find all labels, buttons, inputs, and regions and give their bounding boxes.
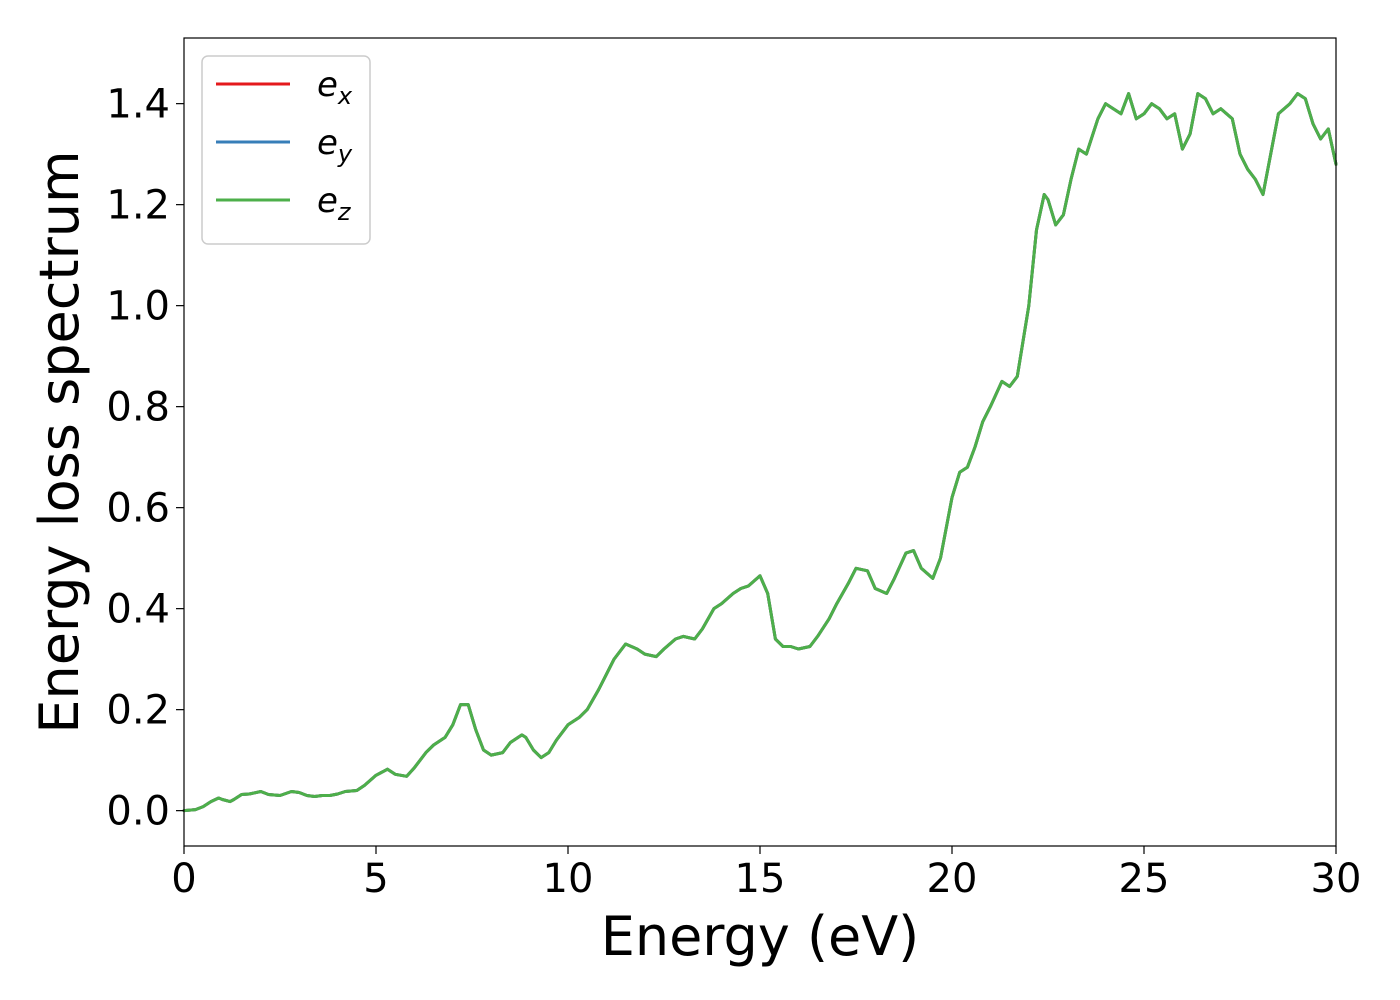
y-tick-label: 1.4 — [106, 82, 170, 128]
legend-frame — [201, 55, 371, 245]
y-tick-label: 1.2 — [106, 183, 170, 229]
x-tick-label: 15 — [735, 856, 786, 902]
y-tick-label: 0.2 — [106, 688, 170, 734]
y-tick-label: 0.6 — [106, 486, 170, 532]
y-tick-label: 1.0 — [106, 284, 170, 330]
x-tick-label: 25 — [1119, 856, 1170, 902]
y-tick-label: 0.4 — [106, 587, 170, 633]
x-tick-label: 30 — [1311, 856, 1362, 902]
series-layer — [182, 92, 1338, 813]
x-tick-label: 10 — [543, 856, 594, 902]
x-tick-label: 0 — [171, 856, 196, 902]
series-line-e-z — [182, 92, 1338, 813]
x-tick-label: 5 — [363, 856, 388, 902]
y-axis-label: Energy loss spectrum — [28, 150, 91, 733]
x-axis-label: Energy (eV) — [601, 905, 920, 968]
y-tick-label: 0.8 — [106, 385, 170, 431]
x-tick-label: 20 — [927, 856, 978, 902]
ticks-layer: 0 5 10 15 20 25 30 0.0 0.2 0.4 0.6 0.8 1.0 1.2 1.4 — [106, 82, 1361, 902]
y-tick-label: 0.0 — [106, 789, 170, 835]
